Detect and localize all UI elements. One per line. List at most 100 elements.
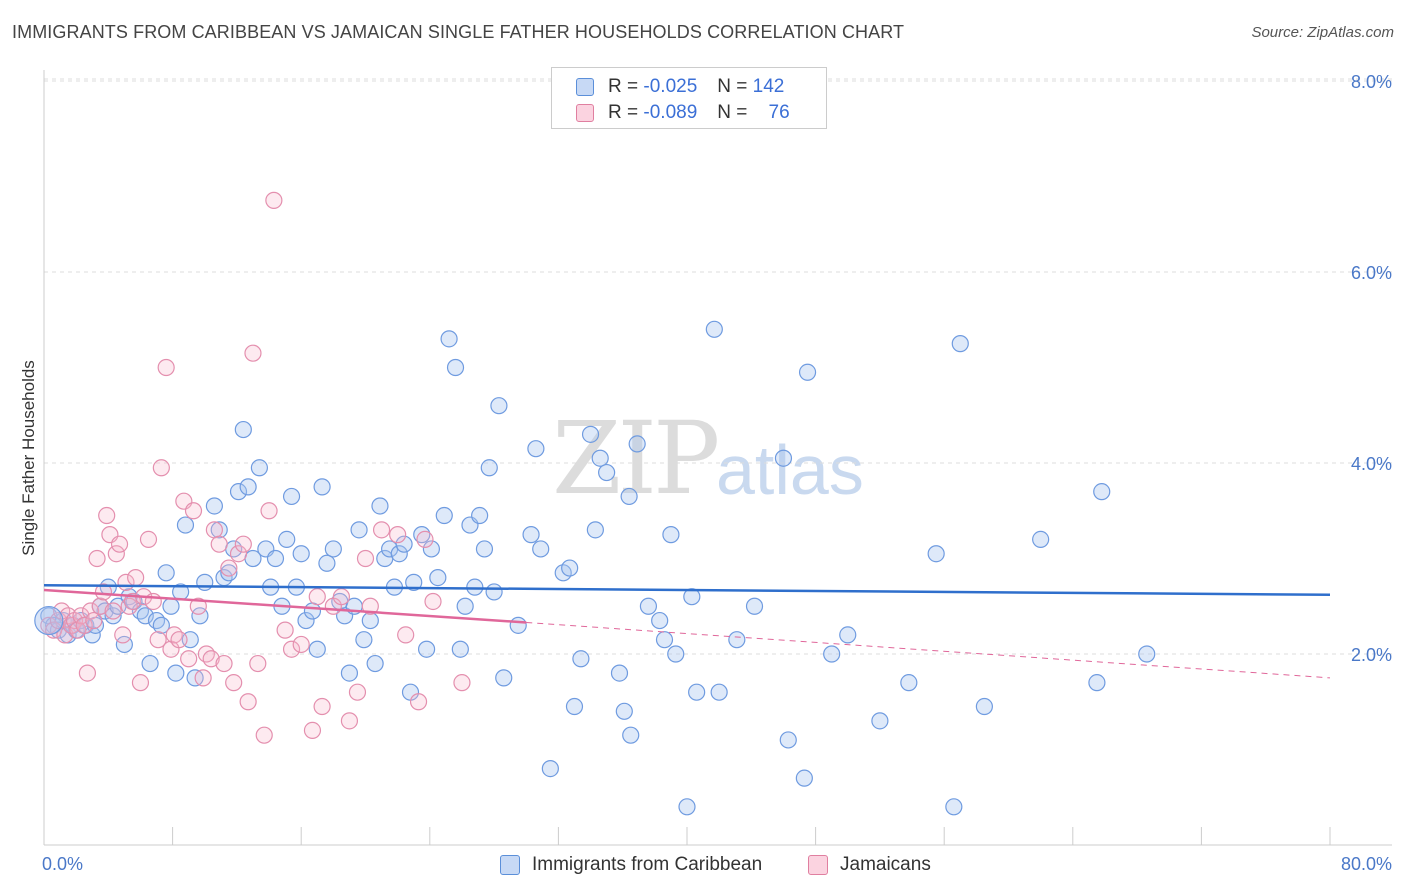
y-axis-label: Single Father Households xyxy=(19,360,38,556)
caribbean-point xyxy=(422,540,441,558)
y-tick-label: 4.0% xyxy=(1351,454,1392,474)
legend-swatch-blue xyxy=(576,78,594,96)
caribbean-point xyxy=(655,631,674,649)
caribbean-point xyxy=(572,650,590,668)
caribbean-point xyxy=(651,611,669,630)
jamaican-point xyxy=(389,526,407,544)
caribbean-point xyxy=(210,521,228,539)
caribbean-point xyxy=(688,683,706,701)
caribbean-point xyxy=(366,654,384,673)
caribbean-point xyxy=(405,573,423,591)
caribbean-point xyxy=(1088,674,1106,692)
jamaican-point xyxy=(56,626,74,644)
caribbean-point xyxy=(157,564,175,582)
caribbean-point xyxy=(485,583,503,601)
caribbean-point xyxy=(308,640,326,658)
caribbean-point xyxy=(147,611,166,630)
caribbean-point xyxy=(292,545,310,563)
jamaican-point xyxy=(104,602,122,620)
caribbean-point xyxy=(451,640,469,658)
jamaican-point xyxy=(303,721,322,740)
caribbean-point xyxy=(561,559,579,577)
caribbean-point xyxy=(340,664,359,682)
source-label: Source: ZipAtlas.com xyxy=(1251,24,1394,41)
jamaican-point xyxy=(184,502,203,520)
caribbean-point xyxy=(34,605,64,636)
bottom-legend-jamaicans: Jamaicans xyxy=(808,852,931,878)
bottom-legend-swatch-pink xyxy=(808,855,828,875)
caribbean-point xyxy=(871,712,889,730)
caribbean-point xyxy=(598,463,616,482)
caribbean-point xyxy=(565,697,584,716)
caribbean-point xyxy=(728,631,746,649)
caribbean-point xyxy=(471,506,489,525)
jamaican-point xyxy=(356,549,375,568)
y-tick-label: 6.0% xyxy=(1351,263,1392,283)
y-tick-label: 8.0% xyxy=(1351,72,1392,92)
caribbean-point xyxy=(435,506,453,525)
caribbean-point xyxy=(509,616,527,634)
jamaican-point xyxy=(139,530,158,549)
jamaican-point xyxy=(180,650,198,668)
caribbean-point xyxy=(1093,483,1111,501)
jamaican-point xyxy=(110,535,129,553)
caribbean-point xyxy=(975,697,993,716)
legend-r-label: R = xyxy=(608,76,639,97)
bottom-legend-swatch-blue xyxy=(500,855,520,875)
caribbean-point xyxy=(480,459,498,477)
jamaican-point xyxy=(372,521,391,539)
bottom-legend-label: Jamaicans xyxy=(840,854,931,875)
caribbean-point xyxy=(234,420,252,439)
caribbean-point xyxy=(620,487,638,506)
jamaican-point xyxy=(332,588,350,606)
caribbean-point xyxy=(683,588,701,606)
jamaican-point xyxy=(215,654,233,673)
jamaican-point xyxy=(282,640,301,658)
caribbean-point xyxy=(371,497,389,515)
legend-n-label: N = xyxy=(717,102,748,123)
caribbean-point xyxy=(798,363,817,381)
caribbean-point xyxy=(278,530,296,549)
caribbean-point xyxy=(795,769,813,787)
jamaican-point xyxy=(127,568,145,587)
jamaican-point xyxy=(131,674,150,692)
caribbean-point xyxy=(417,640,436,658)
caribbean-point xyxy=(622,726,640,744)
jamaican-point xyxy=(220,559,238,577)
jamaican-point xyxy=(239,693,257,711)
jamaican-point xyxy=(255,726,273,744)
caribbean-point xyxy=(318,554,336,572)
jamaican-point xyxy=(91,597,109,615)
jamaican-point xyxy=(260,502,278,520)
caribbean-point xyxy=(927,545,945,563)
caribbean-point xyxy=(429,568,447,587)
x-tick-label: 0.0% xyxy=(42,854,83,874)
legend-n-label: N = xyxy=(717,76,748,97)
caribbean-point xyxy=(205,497,223,515)
jamaican-point xyxy=(234,535,252,553)
caribbean-point xyxy=(532,540,550,558)
caribbean-point xyxy=(250,459,269,477)
caribbean-point xyxy=(456,597,474,615)
caribbean-point xyxy=(229,483,248,501)
legend-swatch-pink xyxy=(576,104,594,122)
jamaican-point xyxy=(453,674,471,692)
jamaican-point xyxy=(157,358,175,377)
caribbean-point xyxy=(667,645,685,663)
caribbean-point xyxy=(104,607,122,625)
caribbean-point xyxy=(951,335,969,353)
jamaican-point xyxy=(313,697,331,716)
caribbean-point xyxy=(615,702,633,720)
caribbean-point xyxy=(266,549,285,568)
legend-n-value: 76 xyxy=(768,102,790,123)
jamaican-point xyxy=(292,635,310,654)
jamaican-point xyxy=(276,621,294,639)
caribbean-point xyxy=(1032,530,1050,549)
jamaican-point xyxy=(348,683,367,701)
legend-row-caribbean: R = -0.025 N = 142 xyxy=(576,74,784,100)
jamaican-point xyxy=(120,597,138,615)
caribbean-point xyxy=(355,631,373,649)
caribbean-point xyxy=(196,573,214,591)
jamaican-trend-line xyxy=(43,588,527,624)
